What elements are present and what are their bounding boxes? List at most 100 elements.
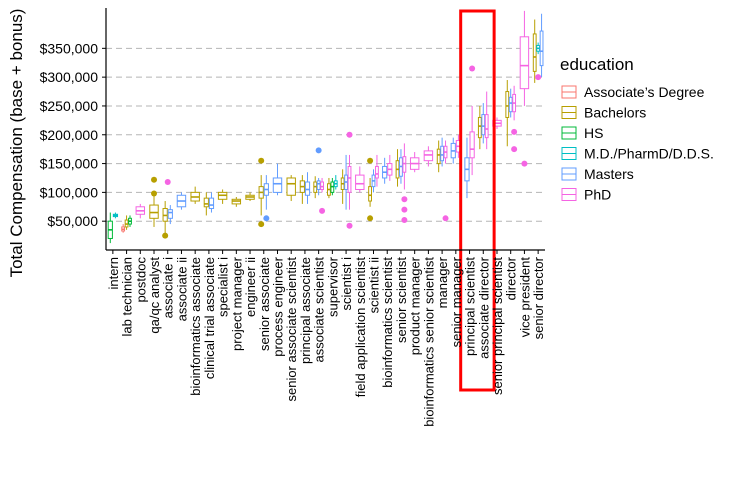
outlier-point <box>263 215 270 222</box>
x-tick-label: bioinformatics senior scientist <box>421 257 436 427</box>
y-tick-label: $250,000 <box>40 98 99 114</box>
box-phd <box>469 131 475 159</box>
box-ms <box>508 96 513 113</box>
outlier-point <box>511 128 518 135</box>
x-tick-label: vice president <box>517 257 532 338</box>
x-tick-label: clinical trial associate <box>202 257 217 379</box>
x-tick-label: senior manager <box>449 256 464 347</box>
x-tick-label: bioinformatics associate <box>188 257 203 396</box>
x-tick-label: manager <box>435 256 450 308</box>
y-axis-title: Total Compensation (base + bonus) <box>7 9 26 278</box>
outlier-point <box>442 215 449 222</box>
box-phd <box>347 165 352 193</box>
outlier-point <box>346 222 353 229</box>
outlier-point <box>346 131 353 138</box>
x-tick-label: principal scientist <box>463 257 478 356</box>
y-tick-label: $150,000 <box>40 156 99 172</box>
highlight-box <box>459 9 496 392</box>
x-tick-label: specialist i <box>216 257 231 317</box>
x-tick-label: senior principal scientist <box>490 257 505 395</box>
legend-label: HS <box>584 125 603 141</box>
box-phd <box>402 156 407 173</box>
box-phd <box>423 150 434 162</box>
box-ba <box>505 91 510 118</box>
x-tick-label: field application scientist <box>353 257 368 398</box>
x-tick-label: principal associate <box>298 257 313 364</box>
outlier-point <box>164 179 171 186</box>
box-ba <box>203 197 209 208</box>
x-tick-label: senior director <box>531 256 546 339</box>
legend-label: Bachelors <box>584 105 646 121</box>
x-tick-label: engineer ii <box>243 257 258 317</box>
outlier-point <box>258 157 265 164</box>
box-ms <box>304 181 311 196</box>
x-tick-label: product manager <box>408 256 423 355</box>
box-ba <box>532 33 537 72</box>
legend-label: Masters <box>584 166 634 182</box>
y-tick-label: $100,000 <box>40 184 99 200</box>
outlier-point <box>162 232 169 239</box>
box-ms <box>440 145 445 162</box>
box-phd <box>519 36 530 90</box>
box-ms <box>316 180 321 191</box>
box-ba <box>286 177 296 196</box>
legend-label: M.D./PharmD/D.D.S. <box>584 146 714 162</box>
box-ba <box>436 148 441 165</box>
outlier-point <box>535 74 542 81</box>
outlier-point <box>315 147 322 154</box>
y-tick-label: $350,000 <box>40 40 99 56</box>
box-ms <box>539 30 544 67</box>
box-ba <box>368 186 372 202</box>
x-tick-label: senior scientist <box>394 257 409 343</box>
box-ms <box>272 177 283 193</box>
x-tick-label: associate scientist <box>312 257 327 363</box>
outlier-point <box>521 160 528 167</box>
y-tick-label: $50,000 <box>47 213 98 229</box>
outlier-point <box>511 146 518 153</box>
x-tick-label: qa/qc analyst <box>147 257 162 334</box>
box-ms <box>167 209 173 219</box>
boxplots <box>107 9 544 392</box>
x-tick-label: senior associate <box>257 257 272 351</box>
x-tick-label: associate i <box>161 257 176 319</box>
legend-label: Associate’s Degree <box>584 84 705 100</box>
box-ba <box>149 204 159 219</box>
x-tick-label: scientist ii <box>367 257 382 313</box>
x-tick-label: process engineer <box>270 256 285 356</box>
outlier-point <box>401 196 408 203</box>
x-tick-label: supervisor <box>325 256 340 317</box>
x-tick-label: director <box>504 256 519 300</box>
axes: $50,000 $100,000 $150,000 $200,000 $250,000 $… <box>40 8 546 427</box>
x-tick-label: associate director <box>476 256 491 359</box>
outlier-point <box>401 206 408 213</box>
box-phd <box>320 181 324 190</box>
box-phd <box>484 114 489 139</box>
x-tick-label: intern <box>106 257 121 290</box>
x-tick-label: senior associate scientist <box>284 257 299 402</box>
x-tick-label: lab technician <box>120 257 135 337</box>
outlier-point <box>401 217 408 224</box>
outlier-point <box>319 207 326 214</box>
legend-title: education <box>560 55 634 74</box>
y-tick-label: $200,000 <box>40 127 99 143</box>
x-tick-label: bioinformatics scientist <box>380 257 395 388</box>
box-phd <box>355 174 365 191</box>
outlier-point <box>151 190 158 197</box>
legend-label: PhD <box>584 187 611 203</box>
box-ms <box>208 197 215 210</box>
outlier-point <box>367 215 374 222</box>
box-ba <box>477 116 482 139</box>
box-ms <box>481 114 486 136</box>
outlier-point <box>151 176 158 183</box>
box-phd <box>375 165 379 179</box>
legend: education Associate’s Degree Bachelors HS M.… <box>560 55 714 203</box>
y-tick-label: $300,000 <box>40 69 99 85</box>
outlier-point <box>258 221 265 228</box>
x-tick-label: postdoc <box>133 257 148 303</box>
outlier-point <box>367 157 374 164</box>
outlier-point <box>469 65 476 72</box>
x-tick-label: associate ii <box>174 257 189 321</box>
x-tick-label: project manager <box>229 256 244 351</box>
x-tick-label: scientist i <box>339 257 354 311</box>
